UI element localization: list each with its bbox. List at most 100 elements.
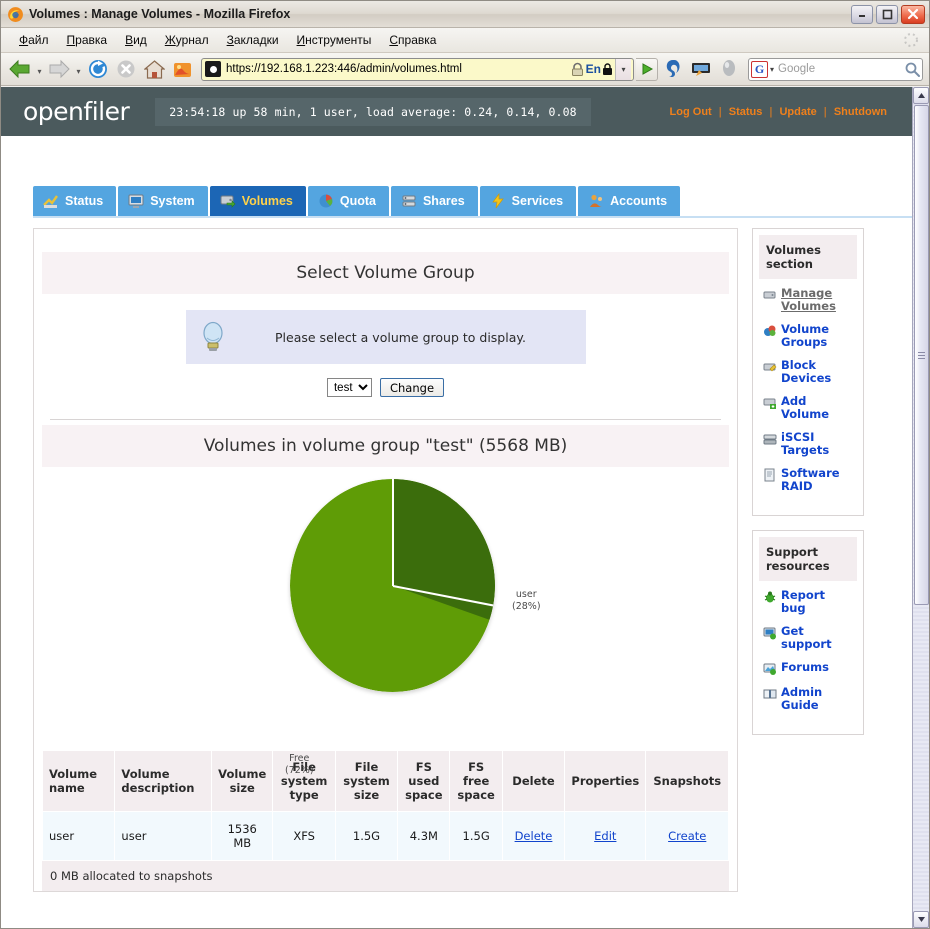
header-links: Log Out | Status | Update | Shutdown <box>663 106 894 118</box>
sidebar-link-label[interactable]: Add Volume <box>781 394 830 421</box>
sidebar-item-volume-groups[interactable]: Volume Groups <box>763 323 853 349</box>
support-resources-links: Report bug Get support Forums <box>759 581 857 728</box>
tab-shares[interactable]: Shares <box>390 186 478 216</box>
menu-help-rest: правка <box>398 33 437 47</box>
site-identity-icon[interactable] <box>205 61 221 77</box>
vertical-scrollbar[interactable] <box>912 87 929 928</box>
sidebar-link-label[interactable]: iSCSI Targets <box>781 430 830 457</box>
sidebar-item-block-devices[interactable]: Block Devices <box>763 359 853 385</box>
chart-title: Volumes in volume group "test" (5568 MB) <box>42 425 729 467</box>
menu-view[interactable]: Вид <box>125 33 147 47</box>
menu-help[interactable]: Справка <box>389 33 437 47</box>
bookmark-folder-icon[interactable] <box>169 56 195 82</box>
logout-link[interactable]: Log Out <box>669 105 712 118</box>
stop-button[interactable] <box>113 56 139 82</box>
menu-file-rest: айл <box>28 33 49 47</box>
update-link[interactable]: Update <box>779 105 817 118</box>
sidebar-item-get-support[interactable]: Get support <box>763 625 853 651</box>
web-page: openfiler 23:54:18 up 58 min, 1 user, lo… <box>1 87 912 928</box>
tab-label: Status <box>65 194 104 208</box>
forward-button[interactable] <box>46 56 72 82</box>
menu-edit[interactable]: Правка <box>66 33 108 47</box>
volumes-icon <box>220 195 236 208</box>
link-separator: | <box>823 105 827 118</box>
create-link[interactable]: Create <box>668 829 707 843</box>
scroll-down-button[interactable] <box>913 911 929 928</box>
search-input[interactable]: Google <box>778 63 816 75</box>
locale-indicator: En <box>585 62 601 76</box>
sidebar-link-label[interactable]: Volume Groups <box>781 322 830 349</box>
sidebar-item-manage-volumes[interactable]: Manage Volumes <box>763 287 853 313</box>
go-button[interactable] <box>636 57 658 81</box>
menu-bookmarks[interactable]: Закладки <box>226 33 279 47</box>
tab-system[interactable]: System <box>118 186 208 216</box>
menu-tools[interactable]: Инструменты <box>296 33 372 47</box>
volumes-section-box: Volumes section Manage Volumes Volume Gr… <box>752 228 864 516</box>
menu-history[interactable]: Журнал <box>164 33 209 47</box>
status-icon <box>43 195 58 208</box>
support-icon <box>763 627 776 640</box>
delete-link[interactable]: Delete <box>514 829 553 843</box>
tab-volumes[interactable]: Volumes <box>209 186 306 216</box>
cell-fs-type: XFS <box>272 811 336 861</box>
sidebar-item-forums[interactable]: Forums <box>763 661 853 676</box>
sidebar-item-admin-guide[interactable]: Admin Guide <box>763 686 853 712</box>
cell-snapshots: Create <box>645 811 729 861</box>
maximize-button[interactable] <box>876 4 898 24</box>
download-extension-icon[interactable] <box>716 56 742 82</box>
block-device-icon <box>763 363 777 372</box>
seamonkey-extension-icon[interactable] <box>660 56 686 82</box>
close-button[interactable] <box>901 4 925 24</box>
home-button[interactable] <box>141 56 167 82</box>
volume-group-select[interactable]: test <box>326 378 372 397</box>
tab-services[interactable]: Services <box>479 186 577 216</box>
th-fs-type: File system type <box>272 750 336 812</box>
openfiler-header: openfiler 23:54:18 up 58 min, 1 user, lo… <box>1 87 912 136</box>
sidebar-item-report-bug[interactable]: Report bug <box>763 589 853 615</box>
menu-file[interactable]: Файл <box>19 33 49 47</box>
th-volume-size: Volume size <box>210 750 274 812</box>
sidebar-item-add-volume[interactable]: Add Volume <box>763 395 853 421</box>
edit-extension-icon[interactable] <box>688 56 714 82</box>
system-icon <box>128 194 144 208</box>
scrollbar-track[interactable] <box>913 104 929 911</box>
change-button[interactable]: Change <box>379 378 445 397</box>
tab-status[interactable]: Status <box>33 186 117 216</box>
sidebar-item-iscsi-targets[interactable]: iSCSI Targets <box>763 431 853 457</box>
book-icon <box>763 689 777 699</box>
sidebar-link-label[interactable]: Report bug <box>781 588 825 615</box>
back-button[interactable] <box>7 56 33 82</box>
scrollbar-grip-icon <box>918 351 925 359</box>
url-bar[interactable]: https://192.168.1.223:446/admin/volumes.… <box>201 57 634 81</box>
sidebar-link-label[interactable]: Manage Volumes <box>781 286 836 313</box>
sidebar-link-label[interactable]: Software RAID <box>781 466 840 493</box>
th-properties: Properties <box>564 750 647 812</box>
shutdown-link[interactable]: Shutdown <box>833 105 887 118</box>
tab-quota[interactable]: Quota <box>307 186 389 216</box>
pie-label-user-name: user <box>515 589 537 600</box>
scroll-up-button[interactable] <box>913 87 929 104</box>
sidebar-item-software-raid[interactable]: Software RAID <box>763 467 853 493</box>
menu-history-rest: урнал <box>175 33 209 47</box>
tab-label: Accounts <box>610 194 668 208</box>
forward-history-dropdown-icon[interactable]: ▾ <box>76 67 81 76</box>
search-icon[interactable] <box>904 61 921 78</box>
scrollbar-thumb[interactable] <box>914 105 929 605</box>
sidebar-link-label[interactable]: Forums <box>781 660 829 674</box>
edit-link[interactable]: Edit <box>594 829 617 843</box>
google-search-engine-icon[interactable]: G <box>751 60 768 78</box>
search-bar[interactable]: G ▾ Google <box>748 57 923 81</box>
status-link[interactable]: Status <box>728 105 763 118</box>
url-text[interactable]: https://192.168.1.223:446/admin/volumes.… <box>226 63 462 75</box>
tab-accounts[interactable]: Accounts <box>578 186 681 216</box>
minimize-button[interactable] <box>851 4 873 24</box>
search-engine-dropdown-icon[interactable]: ▾ <box>770 64 775 74</box>
sidebar-link-label[interactable]: Block Devices <box>781 358 832 385</box>
reload-button[interactable] <box>85 56 111 82</box>
back-history-dropdown-icon[interactable]: ▾ <box>37 67 42 76</box>
sidebar-link-label[interactable]: Get support <box>781 624 832 651</box>
menu-tools-rest: нструменты <box>305 33 372 47</box>
sidebar-link-label[interactable]: Admin Guide <box>781 685 823 712</box>
urlbar-dropdown-icon[interactable]: ▾ <box>615 58 631 80</box>
divider <box>50 419 721 420</box>
